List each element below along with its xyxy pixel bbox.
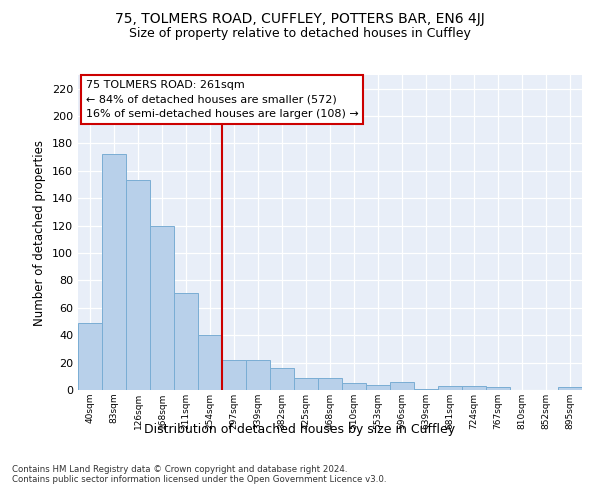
Bar	[462, 386, 486, 390]
Bar	[390, 382, 414, 390]
Bar	[222, 360, 246, 390]
Bar	[558, 388, 582, 390]
Text: Size of property relative to detached houses in Cuffley: Size of property relative to detached ho…	[129, 28, 471, 40]
Bar	[198, 335, 222, 390]
Y-axis label: Number of detached properties: Number of detached properties	[34, 140, 46, 326]
Bar	[438, 386, 462, 390]
Bar	[342, 383, 366, 390]
Bar	[486, 388, 510, 390]
Bar	[78, 323, 102, 390]
Text: Contains HM Land Registry data © Crown copyright and database right 2024.
Contai: Contains HM Land Registry data © Crown c…	[12, 465, 386, 484]
Text: 75 TOLMERS ROAD: 261sqm
← 84% of detached houses are smaller (572)
16% of semi-d: 75 TOLMERS ROAD: 261sqm ← 84% of detache…	[86, 80, 358, 120]
Bar	[318, 378, 342, 390]
Bar	[366, 384, 390, 390]
Bar	[174, 293, 198, 390]
Bar	[126, 180, 150, 390]
Bar	[294, 378, 318, 390]
Bar	[150, 226, 174, 390]
Bar	[102, 154, 126, 390]
Text: 75, TOLMERS ROAD, CUFFLEY, POTTERS BAR, EN6 4JJ: 75, TOLMERS ROAD, CUFFLEY, POTTERS BAR, …	[115, 12, 485, 26]
Bar	[270, 368, 294, 390]
Bar	[246, 360, 270, 390]
Bar	[414, 388, 438, 390]
Text: Distribution of detached houses by size in Cuffley: Distribution of detached houses by size …	[145, 422, 455, 436]
